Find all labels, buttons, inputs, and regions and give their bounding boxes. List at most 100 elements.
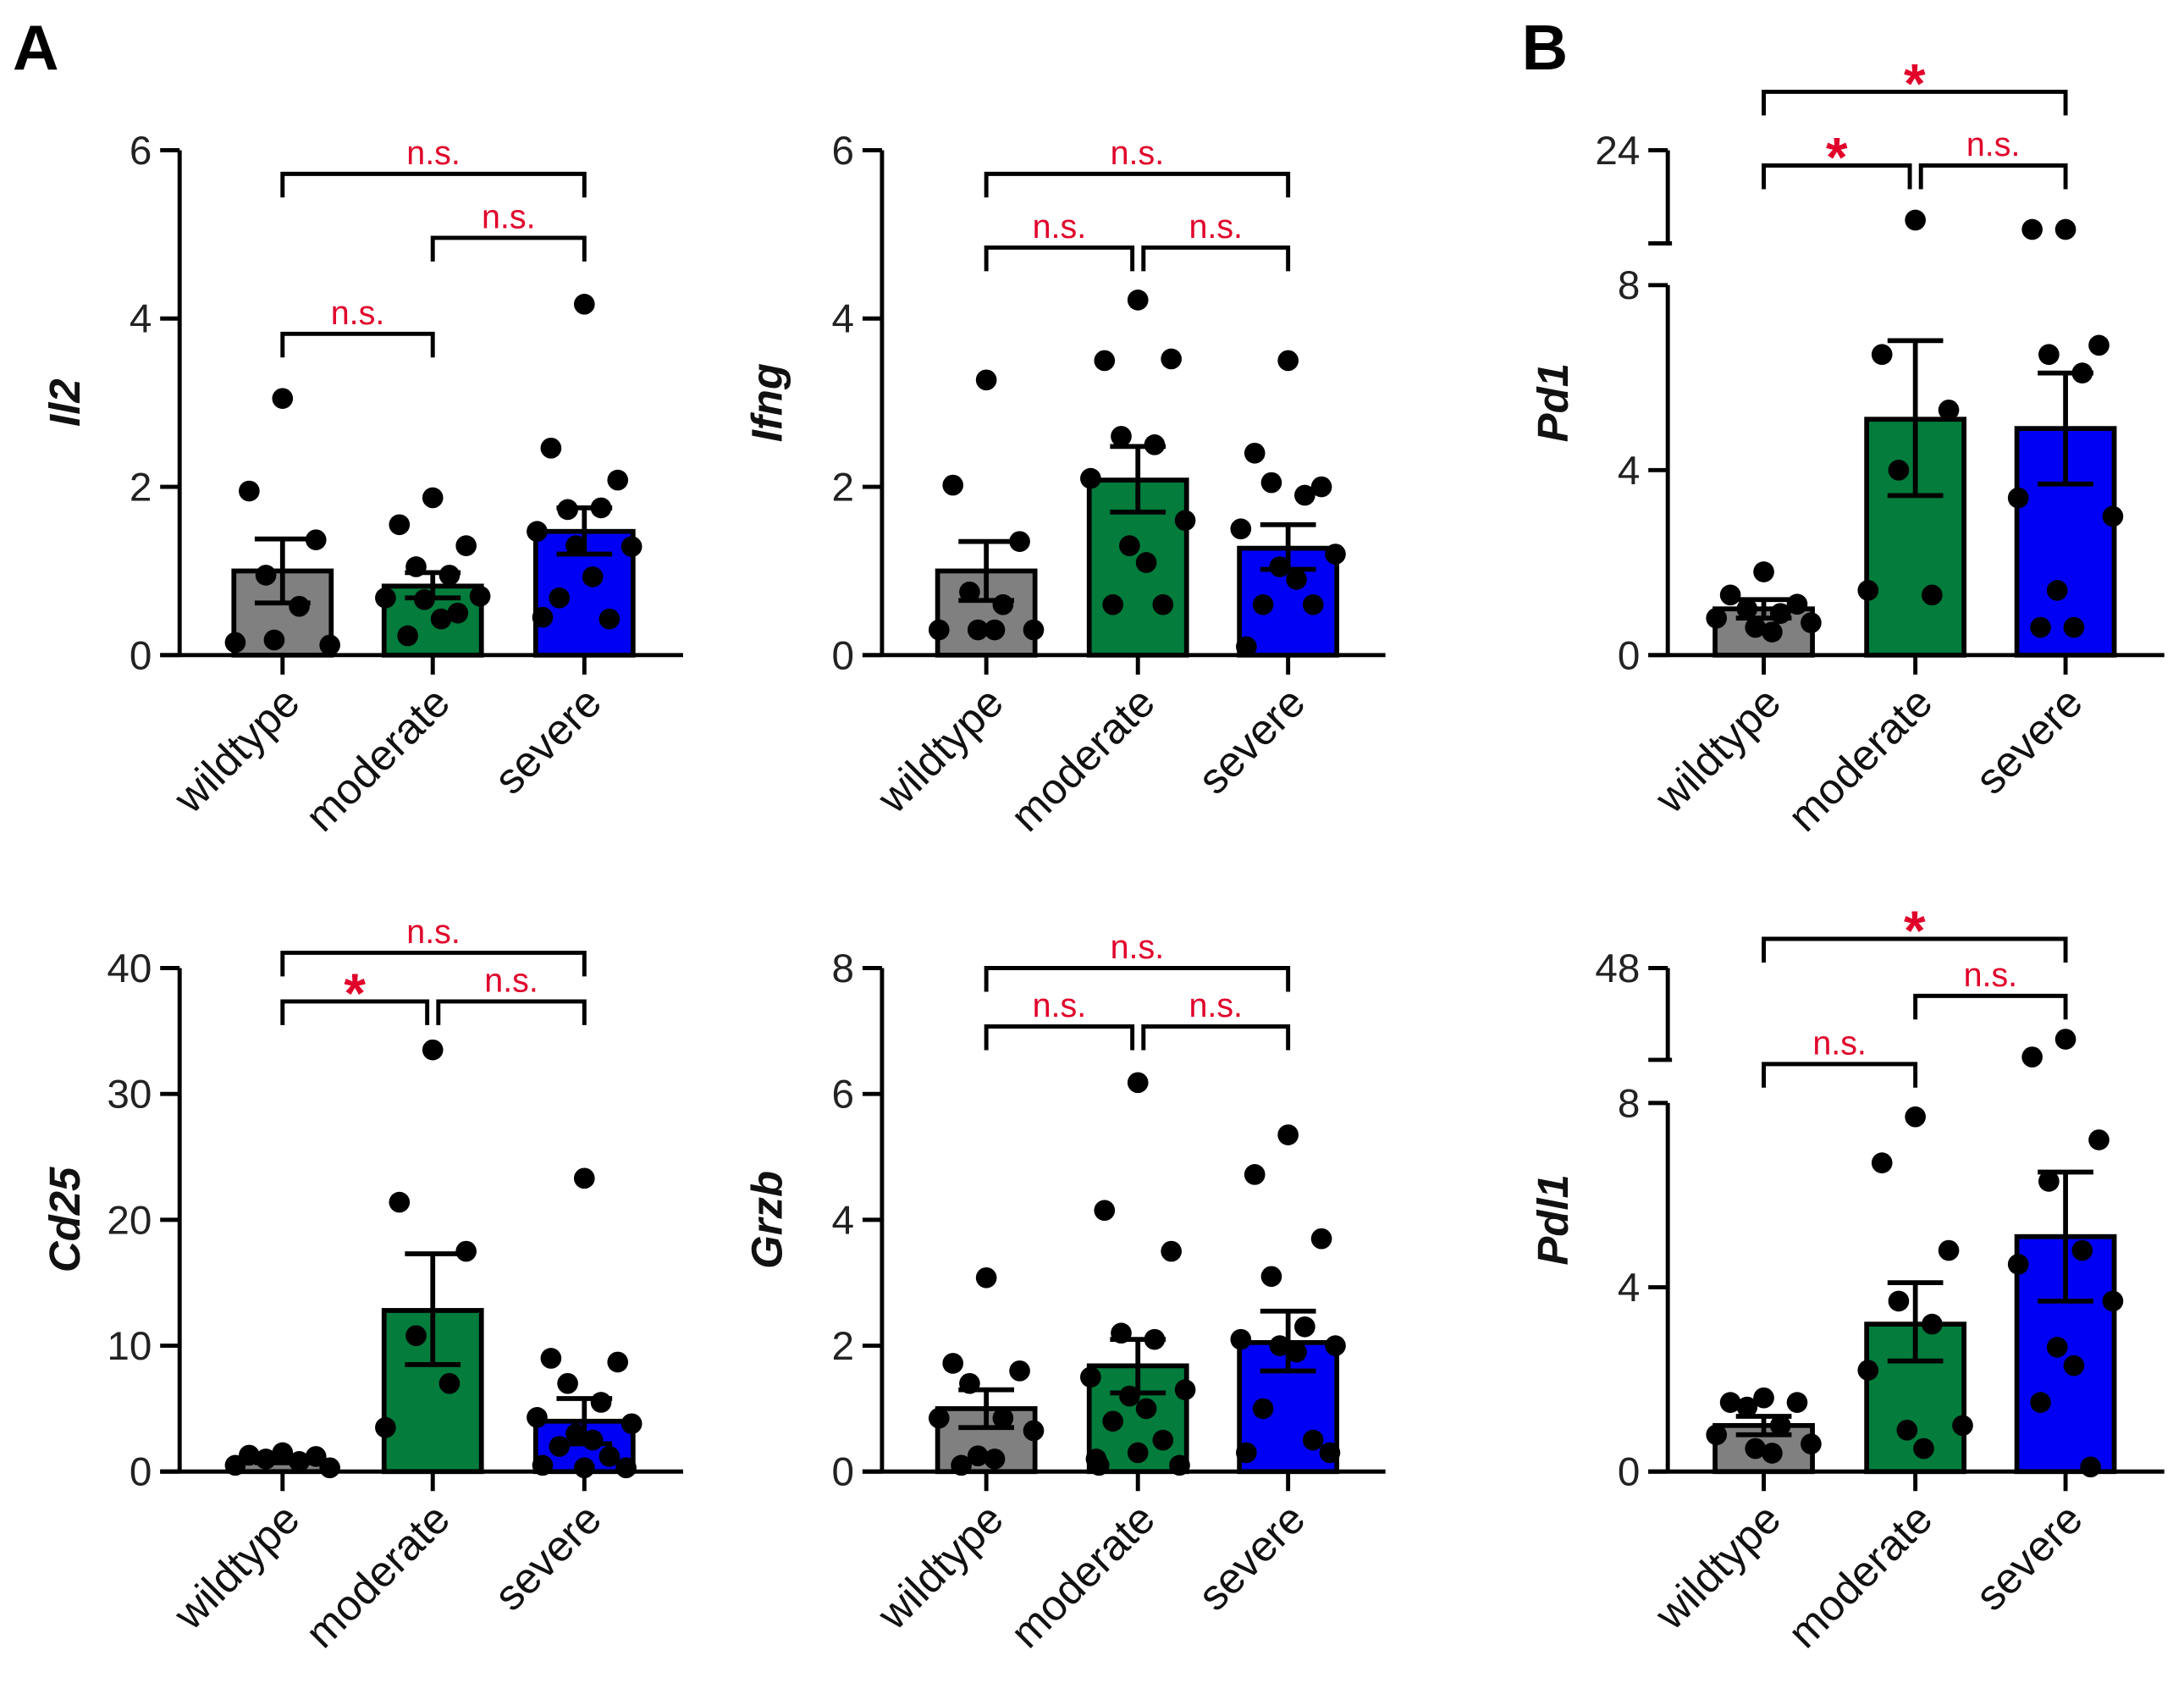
x-tick-label: moderate [1001,677,1164,840]
significance-label: n.s. [1033,987,1087,1024]
data-point [1127,290,1149,311]
data-point [2046,1337,2068,1358]
x-tick-label: moderate [1779,1494,1941,1657]
data-point [389,1191,411,1213]
data-point [549,1436,571,1457]
data-point [1913,1437,1934,1460]
x-tick-label: severe [485,1494,610,1620]
data-point [438,565,461,586]
data-point [397,625,418,647]
data-point [1905,209,1926,231]
data-point [1286,1341,1307,1363]
y-tick-label: 0 [832,1450,855,1495]
significance-bracket [430,235,587,262]
data-point [2038,344,2060,366]
data-point [1745,616,1767,638]
data-point [1786,593,1808,615]
data-point [2102,505,2124,527]
data-point [2080,1456,2101,1478]
data-point [1762,1443,1783,1464]
data-point [942,1353,964,1374]
data-point [375,1416,396,1438]
x-tick-label: moderate [296,677,459,840]
data-point [1888,460,1910,481]
data-point [455,1240,477,1262]
data-point [598,1446,620,1467]
significance-label: * [1826,127,1848,189]
significance-label: n.s. [1189,987,1243,1024]
data-point [928,619,950,641]
y-tick-label: 4 [1618,449,1641,494]
x-tick-label: wildtype [868,1494,1012,1639]
data-point [1786,1392,1808,1413]
data-point [2046,580,2068,601]
y-tick-label: 4 [1618,1266,1641,1311]
data-point [984,619,1006,641]
x-tick-label: severe [1189,1494,1314,1620]
significance-bracket [1913,993,2068,1020]
data-point [1236,636,1257,658]
significance-bracket [1141,245,1291,272]
data-point [305,529,327,550]
data-point [527,1407,548,1428]
data-point [1174,510,1196,532]
data-point [620,536,643,557]
x-tick-label: moderate [1779,677,1941,840]
significance-label: * [344,963,366,1024]
y-axis-label: Il2 [41,378,89,427]
data-point [422,1039,444,1061]
data-point [389,514,411,536]
y-tick-label: 2 [130,465,152,510]
y-tick-label: 4 [832,1198,855,1243]
significance-bracket [1762,1062,1918,1088]
x-tick-label: moderate [296,1494,459,1657]
significance-bracket [280,950,587,977]
data-point [1922,584,1943,606]
significance-label: n.s. [406,135,461,172]
data-point [620,1413,643,1435]
data-point [1277,350,1299,372]
data-point [1753,1387,1774,1409]
data-point [1896,1419,1918,1441]
y-tick-label: 6 [130,129,152,174]
significance-bracket [984,966,1291,992]
data-point [319,1457,340,1479]
data-point [2088,1129,2110,1151]
y-tick-label: 0 [1618,633,1641,678]
data-point [263,629,285,651]
data-point [2071,1239,2093,1261]
significance-bracket [1762,89,2068,116]
y-axis-label: Pdl1 [1529,1174,1577,1266]
data-point [1094,1200,1116,1222]
significance-bracket [280,999,430,1025]
data-point [565,535,587,556]
y-tick-label: 2 [832,465,855,510]
data-point [1236,1442,1257,1464]
significance-bracket [280,331,435,358]
data-point [582,566,604,588]
data-point [1769,1415,1791,1437]
data-point [975,369,997,391]
data-point [1161,1240,1182,1262]
data-point [1102,1410,1123,1432]
significance-label: * [1904,53,1926,115]
data-point [2030,616,2051,638]
data-point [2007,487,2029,509]
y-tick-label: 2 [832,1324,855,1369]
data-point [255,565,277,586]
data-point [1719,584,1741,606]
data-point [1152,593,1174,615]
data-point [1310,476,1332,498]
data-point [422,487,444,509]
significance-bracket [1918,163,2068,190]
significance-bracket [984,1024,1135,1051]
y-tick-label: 4 [832,297,855,342]
y-tick-label: 40 [107,946,152,991]
data-point [1952,1415,1973,1437]
data-point [1230,1328,1252,1350]
x-tick-label: severe [1966,677,2091,803]
data-point [1252,1398,1274,1420]
significance-label: n.s. [331,295,385,332]
